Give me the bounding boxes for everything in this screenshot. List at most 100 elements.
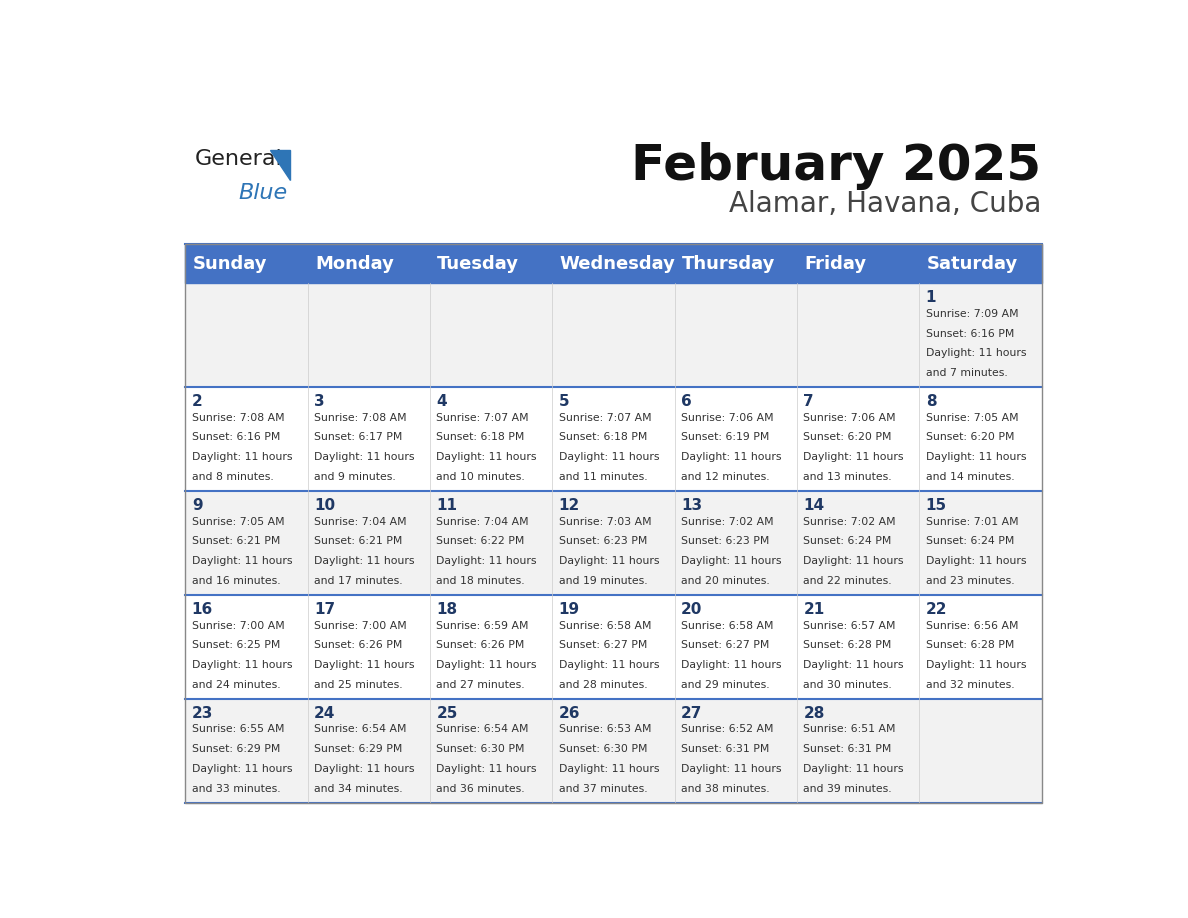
Text: Thursday: Thursday	[682, 255, 776, 273]
Bar	[552, 699, 675, 803]
Text: Sunset: 6:24 PM: Sunset: 6:24 PM	[925, 536, 1015, 546]
Text: Sunrise: 6:54 AM: Sunrise: 6:54 AM	[314, 724, 406, 734]
Text: Daylight: 11 hours: Daylight: 11 hours	[436, 453, 537, 463]
Text: Sunset: 6:29 PM: Sunset: 6:29 PM	[191, 744, 280, 755]
Text: General: General	[195, 149, 283, 169]
Text: Sunrise: 7:02 AM: Sunrise: 7:02 AM	[803, 517, 896, 527]
Text: Daylight: 11 hours: Daylight: 11 hours	[925, 348, 1026, 358]
Bar	[430, 491, 552, 595]
Text: Sunrise: 7:04 AM: Sunrise: 7:04 AM	[436, 517, 529, 527]
Text: Sunrise: 6:57 AM: Sunrise: 6:57 AM	[803, 621, 896, 631]
Text: Sunrise: 6:54 AM: Sunrise: 6:54 AM	[436, 724, 529, 734]
Text: Daylight: 11 hours: Daylight: 11 hours	[803, 556, 904, 566]
Text: Daylight: 11 hours: Daylight: 11 hours	[558, 660, 659, 670]
Bar	[920, 491, 1042, 595]
Bar	[430, 244, 552, 284]
Text: Sunrise: 7:05 AM: Sunrise: 7:05 AM	[191, 517, 284, 527]
Text: Daylight: 11 hours: Daylight: 11 hours	[803, 764, 904, 774]
Text: Sunrise: 6:52 AM: Sunrise: 6:52 AM	[681, 724, 773, 734]
Text: Sunrise: 7:00 AM: Sunrise: 7:00 AM	[314, 621, 406, 631]
Text: and 17 minutes.: and 17 minutes.	[314, 576, 403, 586]
Text: 24: 24	[314, 706, 335, 721]
Text: Sunset: 6:28 PM: Sunset: 6:28 PM	[803, 641, 892, 650]
Bar	[308, 387, 430, 491]
Bar	[185, 699, 308, 803]
Text: and 25 minutes.: and 25 minutes.	[314, 680, 403, 690]
Text: Daylight: 11 hours: Daylight: 11 hours	[314, 556, 415, 566]
Text: 6: 6	[681, 395, 691, 409]
Text: Sunrise: 7:06 AM: Sunrise: 7:06 AM	[681, 413, 773, 422]
Text: Sunset: 6:18 PM: Sunset: 6:18 PM	[436, 432, 525, 442]
Text: Sunset: 6:28 PM: Sunset: 6:28 PM	[925, 641, 1015, 650]
Bar	[308, 595, 430, 699]
Text: Friday: Friday	[804, 255, 866, 273]
Text: Sunset: 6:22 PM: Sunset: 6:22 PM	[436, 536, 525, 546]
Text: Sunrise: 7:04 AM: Sunrise: 7:04 AM	[314, 517, 406, 527]
Text: Sunset: 6:31 PM: Sunset: 6:31 PM	[803, 744, 892, 755]
Text: and 14 minutes.: and 14 minutes.	[925, 472, 1015, 482]
Bar	[675, 491, 797, 595]
Bar	[185, 595, 308, 699]
Text: and 7 minutes.: and 7 minutes.	[925, 368, 1007, 378]
Text: 17: 17	[314, 602, 335, 617]
Text: Daylight: 11 hours: Daylight: 11 hours	[558, 556, 659, 566]
Text: 22: 22	[925, 602, 947, 617]
Text: Sunrise: 7:06 AM: Sunrise: 7:06 AM	[803, 413, 896, 422]
Text: Daylight: 11 hours: Daylight: 11 hours	[925, 660, 1026, 670]
Text: and 38 minutes.: and 38 minutes.	[681, 784, 770, 794]
Text: Sunrise: 7:01 AM: Sunrise: 7:01 AM	[925, 517, 1018, 527]
Text: Daylight: 11 hours: Daylight: 11 hours	[681, 764, 782, 774]
Bar	[797, 699, 920, 803]
Text: Daylight: 11 hours: Daylight: 11 hours	[191, 764, 292, 774]
Text: Sunrise: 7:08 AM: Sunrise: 7:08 AM	[314, 413, 406, 422]
Text: 1: 1	[925, 290, 936, 306]
Bar	[920, 387, 1042, 491]
Text: Sunrise: 7:09 AM: Sunrise: 7:09 AM	[925, 308, 1018, 319]
Text: Monday: Monday	[315, 255, 394, 273]
Text: Sunset: 6:24 PM: Sunset: 6:24 PM	[803, 536, 892, 546]
Text: 8: 8	[925, 395, 936, 409]
Text: Daylight: 11 hours: Daylight: 11 hours	[436, 556, 537, 566]
Text: and 30 minutes.: and 30 minutes.	[803, 680, 892, 690]
Text: Sunrise: 7:03 AM: Sunrise: 7:03 AM	[558, 517, 651, 527]
Text: Sunrise: 7:08 AM: Sunrise: 7:08 AM	[191, 413, 284, 422]
Text: and 32 minutes.: and 32 minutes.	[925, 680, 1015, 690]
Bar	[185, 491, 308, 595]
Text: Sunset: 6:31 PM: Sunset: 6:31 PM	[681, 744, 770, 755]
Text: 21: 21	[803, 602, 824, 617]
Text: and 19 minutes.: and 19 minutes.	[558, 576, 647, 586]
Text: 14: 14	[803, 498, 824, 513]
Text: and 37 minutes.: and 37 minutes.	[558, 784, 647, 794]
Text: Sunset: 6:29 PM: Sunset: 6:29 PM	[314, 744, 403, 755]
Text: and 8 minutes.: and 8 minutes.	[191, 472, 273, 482]
Bar	[552, 387, 675, 491]
Bar	[185, 244, 1042, 803]
Text: and 16 minutes.: and 16 minutes.	[191, 576, 280, 586]
Text: and 39 minutes.: and 39 minutes.	[803, 784, 892, 794]
Text: Daylight: 11 hours: Daylight: 11 hours	[191, 453, 292, 463]
Bar	[675, 595, 797, 699]
Text: and 22 minutes.: and 22 minutes.	[803, 576, 892, 586]
Text: Sunset: 6:25 PM: Sunset: 6:25 PM	[191, 641, 280, 650]
Text: 7: 7	[803, 395, 814, 409]
Text: 3: 3	[314, 395, 324, 409]
Text: Wednesday: Wednesday	[560, 255, 676, 273]
Text: Sunrise: 7:00 AM: Sunrise: 7:00 AM	[191, 621, 284, 631]
Text: Sunrise: 6:53 AM: Sunrise: 6:53 AM	[558, 724, 651, 734]
Text: Daylight: 11 hours: Daylight: 11 hours	[925, 453, 1026, 463]
Text: 4: 4	[436, 395, 447, 409]
Bar	[552, 244, 675, 284]
Text: Daylight: 11 hours: Daylight: 11 hours	[558, 453, 659, 463]
Text: Saturday: Saturday	[927, 255, 1018, 273]
Text: Daylight: 11 hours: Daylight: 11 hours	[191, 660, 292, 670]
Bar	[797, 491, 920, 595]
Text: and 24 minutes.: and 24 minutes.	[191, 680, 280, 690]
Text: Daylight: 11 hours: Daylight: 11 hours	[436, 660, 537, 670]
Bar	[308, 491, 430, 595]
Text: Sunset: 6:21 PM: Sunset: 6:21 PM	[314, 536, 403, 546]
Text: Sunset: 6:21 PM: Sunset: 6:21 PM	[191, 536, 280, 546]
Text: Daylight: 11 hours: Daylight: 11 hours	[925, 556, 1026, 566]
Text: Sunrise: 6:51 AM: Sunrise: 6:51 AM	[803, 724, 896, 734]
Text: Sunset: 6:23 PM: Sunset: 6:23 PM	[558, 536, 647, 546]
Bar	[797, 387, 920, 491]
